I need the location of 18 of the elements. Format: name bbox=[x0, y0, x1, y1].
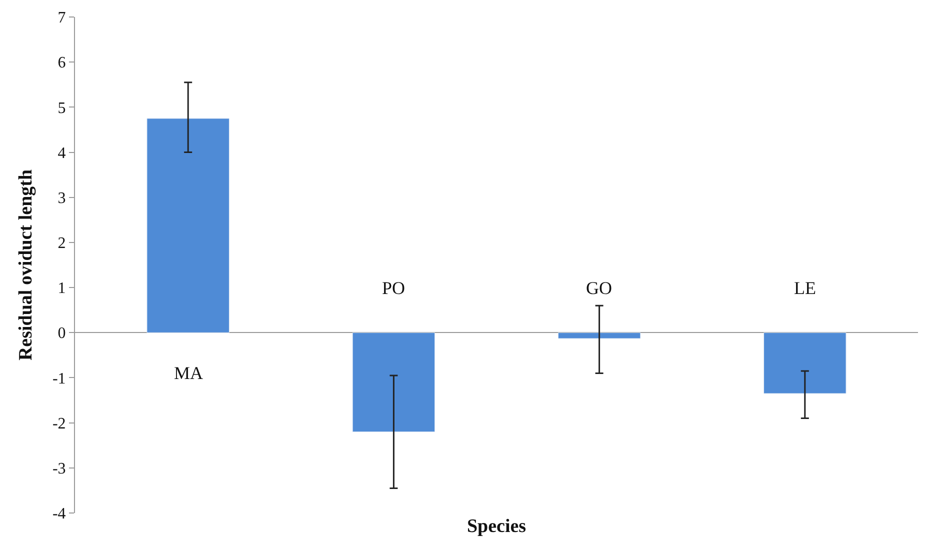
y-tick-label: 7 bbox=[58, 10, 66, 27]
y-tick-label: 5 bbox=[58, 100, 66, 117]
y-tick-label: -3 bbox=[52, 460, 66, 478]
x-tick-label: LE bbox=[794, 278, 816, 298]
y-tick-label: 0 bbox=[58, 325, 66, 342]
x-tick-label: MA bbox=[174, 363, 204, 383]
x-axis-title: Species bbox=[466, 516, 526, 537]
y-tick-label: 6 bbox=[58, 54, 66, 72]
y-tick-label: 1 bbox=[58, 280, 66, 298]
y-tick-label: -1 bbox=[52, 370, 66, 388]
y-tick-label: 3 bbox=[58, 190, 66, 207]
y-tick-label: -2 bbox=[52, 415, 66, 432]
x-tick-label: PO bbox=[382, 278, 406, 298]
x-tick-label: GO bbox=[586, 278, 612, 298]
y-tick-label: -4 bbox=[52, 506, 66, 523]
y-axis-title: Residual oviduct length bbox=[15, 169, 36, 361]
y-tick-label: 4 bbox=[58, 144, 66, 162]
y-tick-label: 2 bbox=[58, 235, 66, 252]
